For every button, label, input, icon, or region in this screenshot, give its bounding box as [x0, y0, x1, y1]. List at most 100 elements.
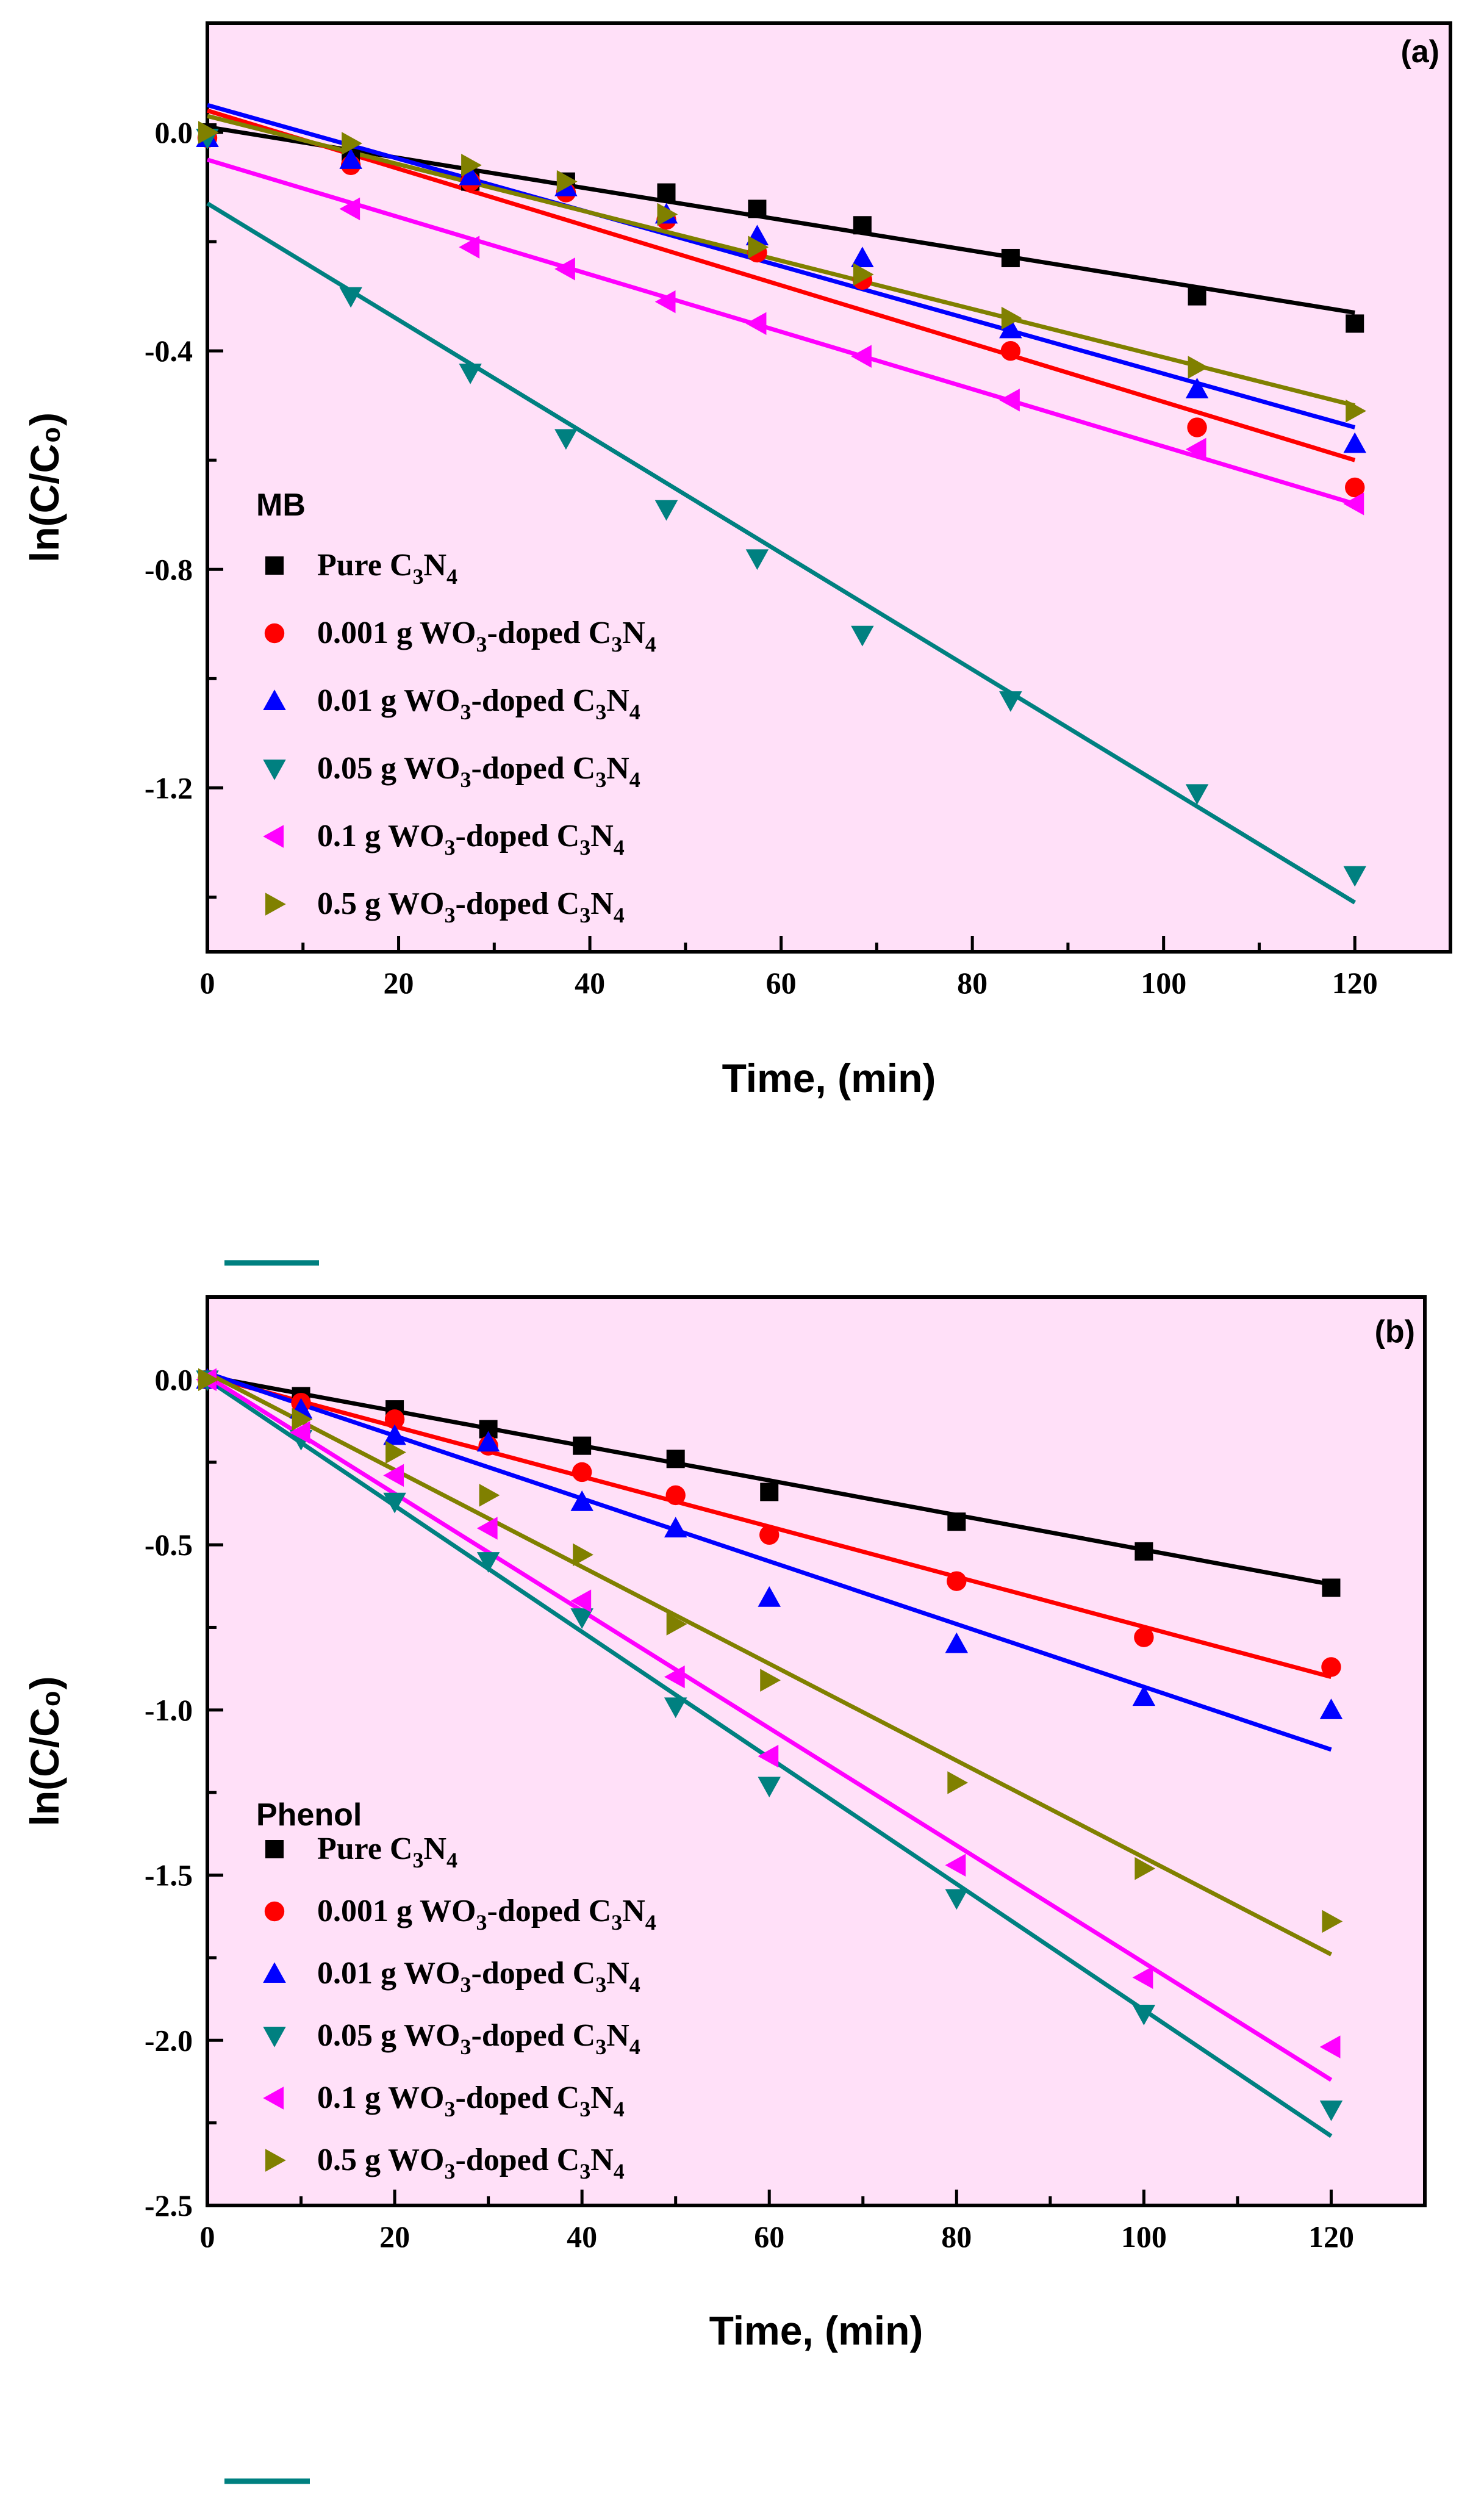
- data-point-s0-p4: [573, 1436, 592, 1455]
- data-point-s1-p8: [1187, 417, 1207, 437]
- data-point-s3-p3: [476, 1552, 500, 1573]
- data-point-s1-p8: [1134, 1627, 1154, 1647]
- x-tick-label: 20: [384, 966, 414, 1000]
- legend-marker-2: [263, 1962, 286, 1983]
- data-point-s0-p6: [760, 1483, 779, 1501]
- data-point-s5-p9: [1322, 1910, 1343, 1933]
- data-point-s3-p2: [383, 1492, 406, 1514]
- x-tick-label: 20: [379, 2219, 410, 2254]
- data-point-s3-p8: [1132, 2004, 1156, 2025]
- data-point-s4-p8: [1132, 1966, 1153, 1989]
- data-point-s0-p6: [853, 216, 872, 235]
- fit-line-5: [207, 113, 1356, 408]
- data-point-s0-p7: [1001, 248, 1020, 267]
- x-tick-label: 80: [957, 966, 988, 1000]
- data-point-s5-p1: [292, 1407, 313, 1431]
- data-point-s4-p2: [554, 257, 575, 281]
- data-point-s4-p3: [654, 290, 676, 314]
- data-point-s1-p9: [1345, 477, 1365, 498]
- data-point-s3-p6: [758, 1777, 781, 1798]
- data-point-s1-p9: [1321, 1657, 1341, 1677]
- fit-line-4: [206, 157, 1356, 506]
- legend-marker-5: [265, 2149, 286, 2172]
- y-tick-label: -0.8: [145, 552, 193, 586]
- legend-marker-3: [263, 760, 286, 780]
- legend-marker-4: [263, 825, 284, 848]
- data-point-s5-p3: [556, 170, 578, 193]
- data-point-s3-p2: [459, 363, 482, 384]
- legend-marker-0: [265, 1840, 284, 1858]
- data-point-s4-p4: [570, 1589, 592, 1612]
- data-point-s3-p4: [570, 1608, 593, 1629]
- y-tick-label: -1.2: [145, 771, 193, 805]
- data-point-s4-p2: [383, 1464, 404, 1487]
- data-point-s5-p0: [198, 121, 219, 144]
- data-point-s2-p2: [383, 1424, 406, 1445]
- y-tick-label: -0.4: [145, 334, 193, 368]
- x-tick-label: 40: [567, 2219, 597, 2254]
- data-point-s2-p4: [570, 1490, 593, 1511]
- data-point-s1-p7: [947, 1571, 967, 1591]
- data-point-s4-p6: [999, 389, 1020, 412]
- y-tick-label: -2.5: [145, 2188, 193, 2223]
- legend-entry-5: 0.5 g WO3-doped C3N4: [317, 886, 625, 927]
- legend-entry-3: 0.05 g WO3-doped C3N4: [317, 751, 640, 792]
- data-point-s1-p5: [665, 1485, 686, 1506]
- data-point-s2-p3: [476, 1431, 500, 1452]
- data-point-s5-p7: [1001, 306, 1022, 330]
- data-point-s5-p8: [1135, 1856, 1156, 1880]
- x-tick-label: 120: [1332, 966, 1378, 1000]
- data-point-s2-p1: [339, 148, 362, 169]
- data-point-s0-p5: [666, 1450, 685, 1468]
- data-point-s3-p4: [654, 500, 678, 521]
- y-tick-label: 0.0: [155, 1362, 193, 1396]
- data-point-s3-p5: [664, 1697, 687, 1719]
- data-point-s4-p9: [1319, 2035, 1341, 2058]
- legend-entry-4: 0.1 g WO3-doped C3N4: [317, 2080, 625, 2121]
- data-point-s4-p6: [758, 1744, 779, 1768]
- y-tick-label: -1.0: [145, 1693, 193, 1727]
- data-point-s4-p5: [664, 1665, 685, 1689]
- legend-entry-2: 0.01 g WO3-doped C3N4: [317, 683, 640, 724]
- data-point-s3-p9: [1343, 866, 1366, 887]
- data-point-s4-p1: [459, 235, 480, 259]
- legend-marker-4: [263, 2086, 284, 2110]
- x-tick-label: 40: [575, 966, 605, 1000]
- fit-line-3: [206, 201, 1357, 905]
- x-tick-label: 80: [941, 2219, 972, 2254]
- legend-marker-3: [263, 2027, 286, 2047]
- data-point-s4-p7: [945, 1853, 966, 1877]
- data-point-s2-p5: [664, 1517, 687, 1538]
- panel-label: (b): [1375, 1314, 1415, 1350]
- legend-marker-1: [264, 623, 285, 644]
- legend-entry-5: 0.5 g WO3-doped C3N4: [317, 2143, 625, 2184]
- data-point-s2-p8: [1185, 378, 1209, 398]
- x-tick-label: 0: [200, 966, 215, 1000]
- x-tick-label: 120: [1308, 2219, 1354, 2254]
- data-point-s5-p8: [1188, 356, 1209, 379]
- y-tick-label: -0.5: [145, 1528, 193, 1562]
- legend-entry-0: Pure C3N4: [317, 1831, 457, 1872]
- x-tick-label: 60: [754, 2219, 784, 2254]
- legend-marker-1: [264, 1901, 285, 1922]
- data-point-s3-p9: [1319, 2100, 1343, 2121]
- data-point-s2-p6: [851, 246, 874, 267]
- x-axis-title: Time, (min): [709, 2308, 923, 2353]
- y-tick-label: -1.5: [145, 1858, 193, 1892]
- data-point-s0-p9: [1322, 1578, 1341, 1597]
- data-point-s0-p9: [1346, 314, 1364, 333]
- y-axis-title: ln(C/C₀): [22, 1676, 67, 1826]
- data-point-s5-p5: [666, 1612, 687, 1636]
- legend-title: Phenol: [256, 1797, 362, 1833]
- y-tick-label: 0.0: [155, 115, 193, 149]
- legend-entry-0: Pure C3N4: [317, 548, 457, 589]
- data-point-s5-p4: [657, 203, 678, 226]
- data-point-s0-p8: [1188, 287, 1206, 306]
- legend-entry-4: 0.1 g WO3-doped C3N4: [317, 819, 625, 860]
- data-point-s4-p7: [1185, 437, 1206, 461]
- data-point-s5-p0: [198, 1368, 219, 1392]
- data-point-s2-p7: [999, 317, 1022, 339]
- plot-area: [206, 21, 1452, 954]
- data-point-s5-p3: [479, 1484, 500, 1507]
- y-tick-label: -2.0: [145, 2023, 193, 2057]
